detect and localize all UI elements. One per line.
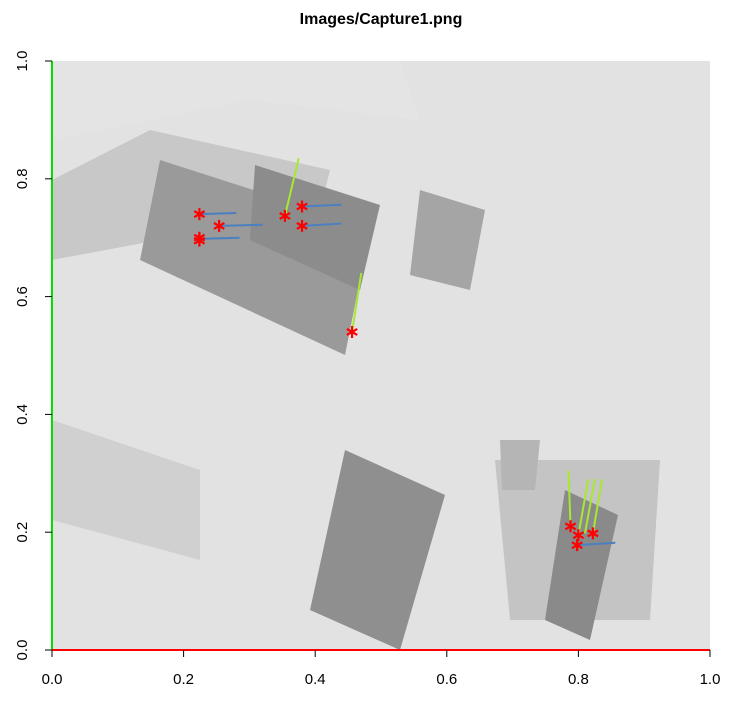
x-tick-label: 0.2 — [173, 671, 194, 688]
point — [346, 325, 358, 338]
point — [572, 529, 585, 542]
point — [279, 209, 291, 222]
segment — [301, 203, 342, 208]
point — [296, 200, 308, 213]
segment — [583, 479, 596, 534]
segment — [301, 222, 342, 227]
segment — [199, 236, 240, 240]
x-tick-label: 1.0 — [700, 671, 721, 688]
point — [296, 219, 308, 232]
segment — [199, 211, 237, 216]
point — [564, 520, 577, 533]
segment — [219, 223, 263, 227]
segment — [577, 479, 590, 536]
segment — [577, 541, 616, 547]
x-tick-label: 0.8 — [568, 671, 589, 688]
point — [571, 539, 583, 552]
y-tick-label: 0.4 — [14, 404, 31, 425]
y-tick-label: 0.8 — [14, 168, 31, 189]
point — [193, 208, 206, 221]
y-tick-label: 0.2 — [14, 522, 31, 543]
background-image — [52, 61, 710, 650]
y-tick-label: 0.0 — [14, 640, 31, 661]
y-tick-label: 0.6 — [14, 286, 31, 307]
y-tick-label: 1.0 — [14, 51, 31, 72]
chart-title: Images/Capture1.png — [300, 11, 463, 28]
point — [193, 231, 206, 244]
point — [213, 219, 225, 232]
segment — [567, 470, 572, 527]
segment — [351, 272, 363, 333]
point — [587, 527, 599, 540]
segment — [591, 479, 604, 534]
x-tick-label: 0.6 — [436, 671, 457, 688]
segment — [283, 157, 300, 217]
x-tick-label: 0.0 — [42, 671, 63, 688]
x-tick-label: 0.4 — [305, 671, 326, 688]
